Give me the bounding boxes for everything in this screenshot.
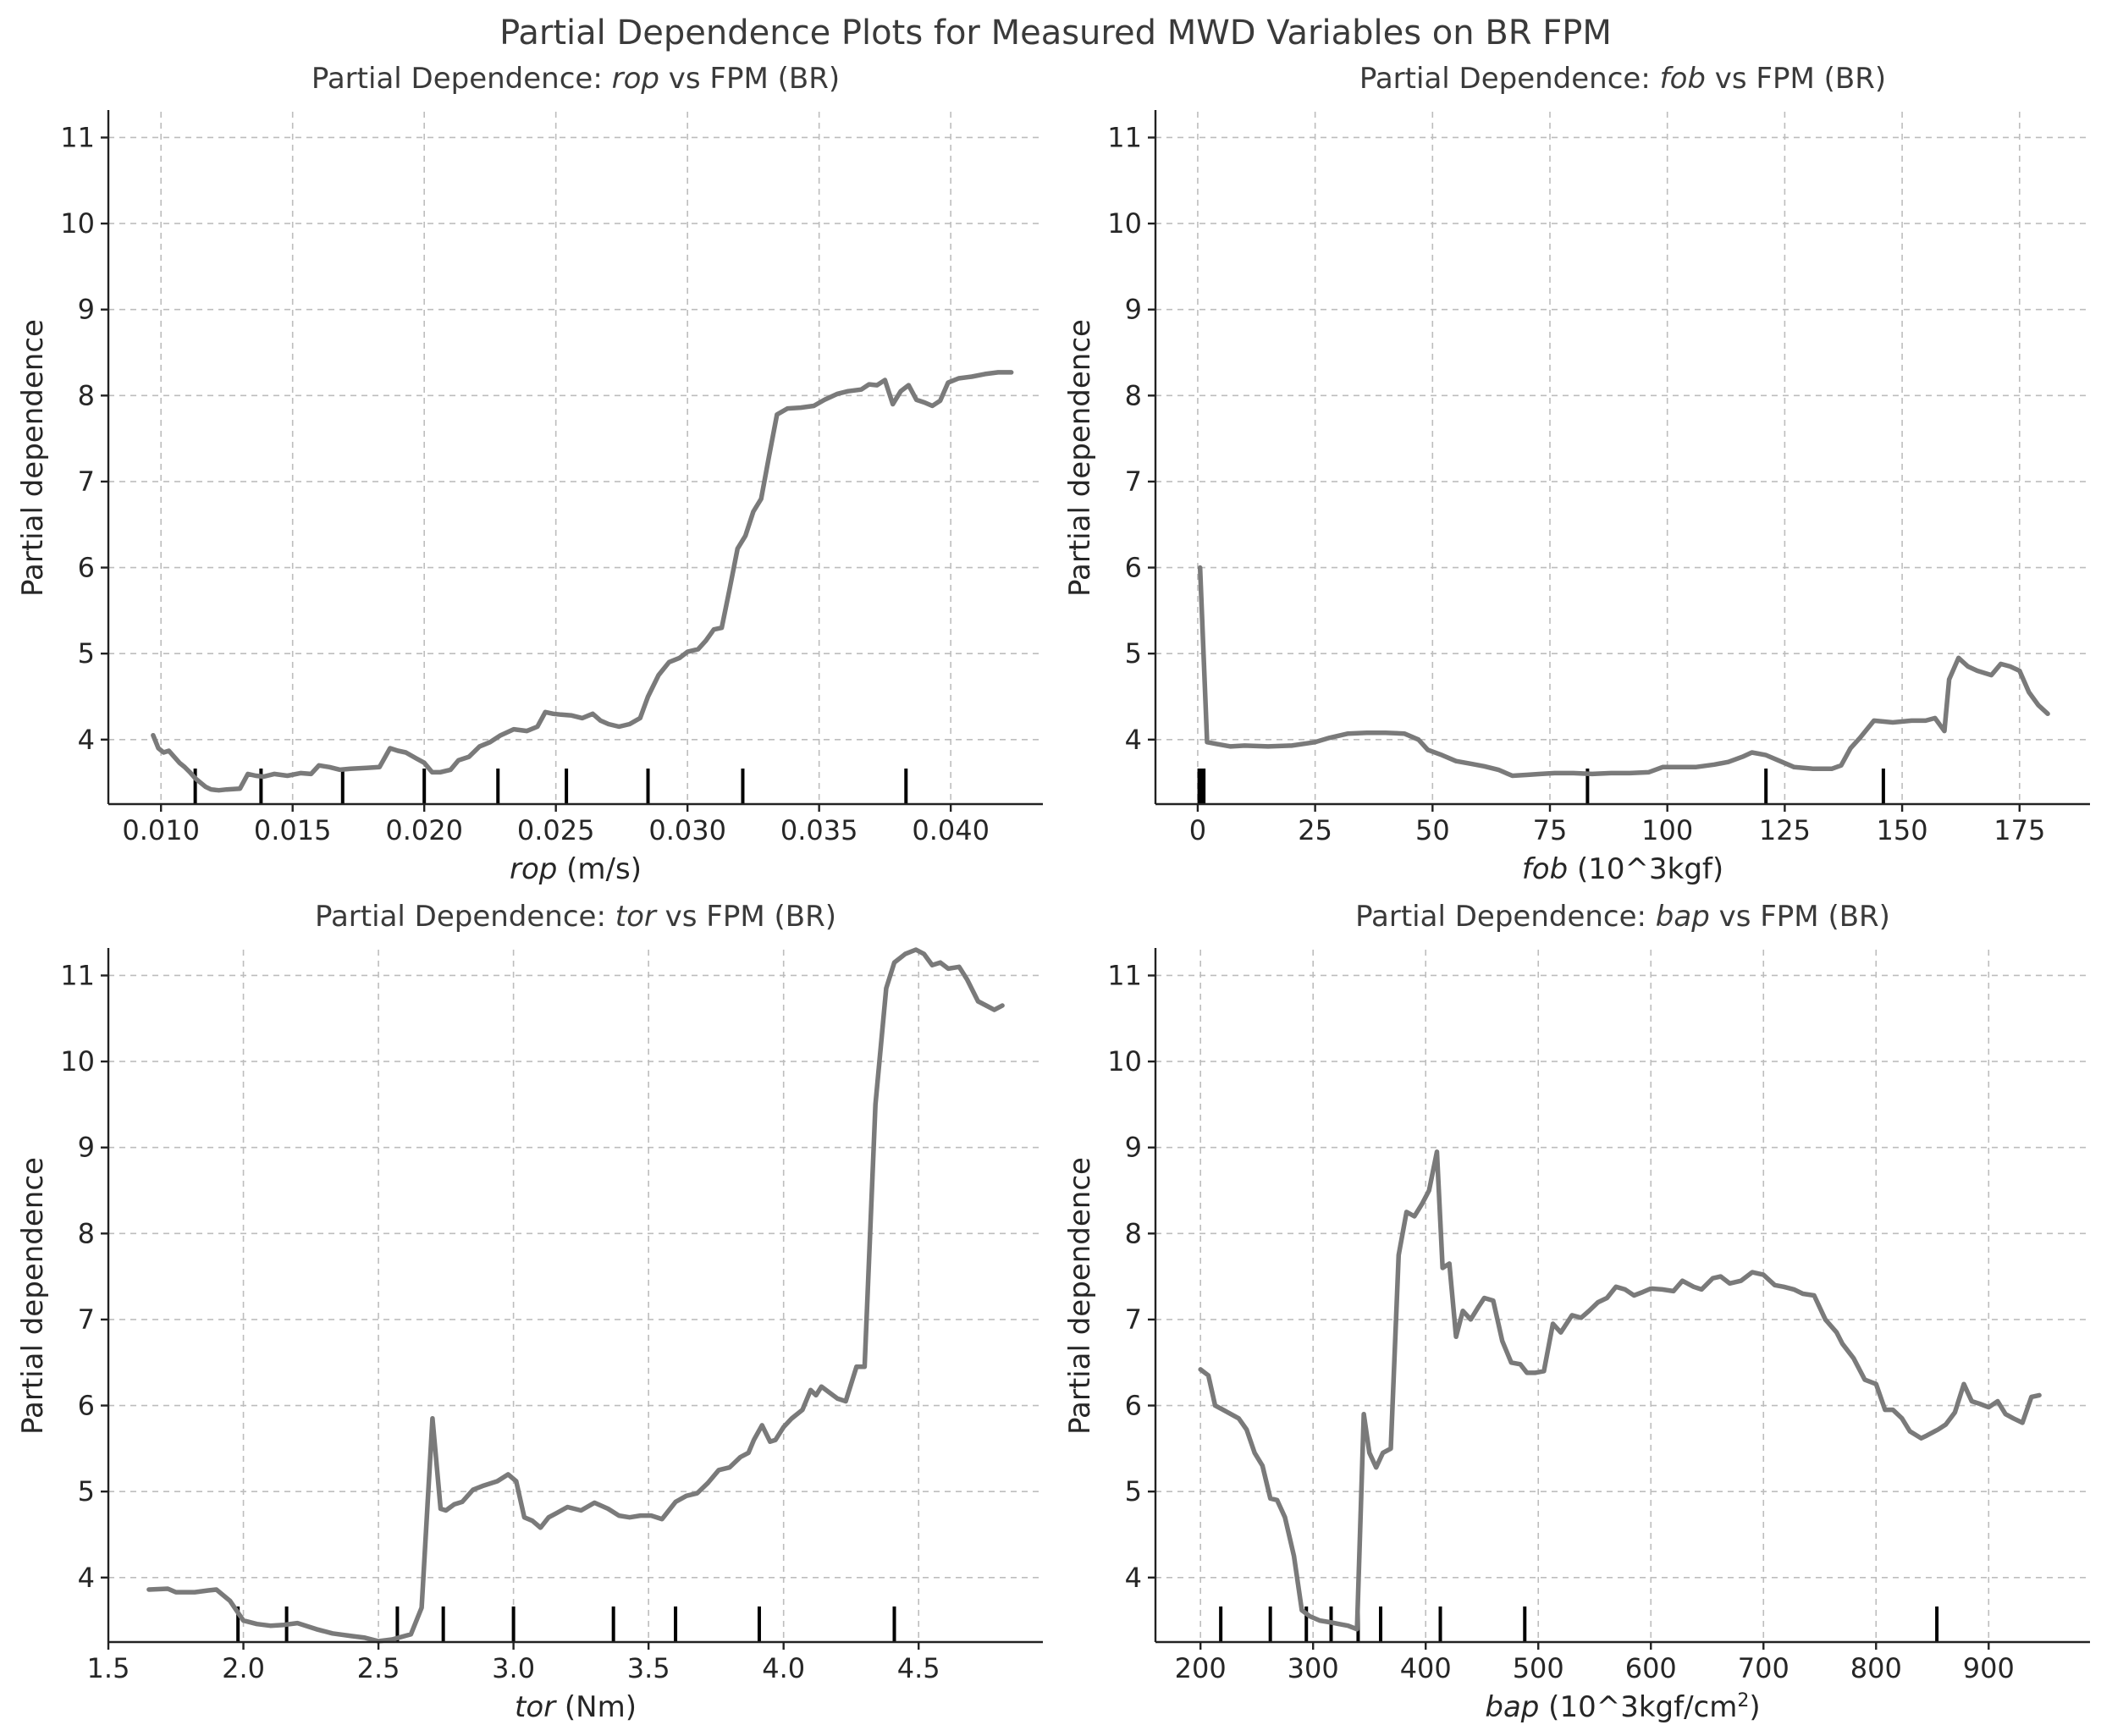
panel-rop: 0.010 0.015 0.020 0.025 0.030 0.035 0.040 4 5 6 7 8… bbox=[16, 62, 1043, 886]
y-tick-label: 8 bbox=[1125, 379, 1142, 411]
y-tick-label: 7 bbox=[1125, 466, 1142, 498]
y-tick-label: 7 bbox=[78, 1303, 95, 1336]
y-tick-label: 11 bbox=[1107, 959, 1142, 991]
partial-dependence-line bbox=[151, 370, 1014, 793]
y-tick-label: 8 bbox=[78, 379, 95, 411]
y-tick-label: 10 bbox=[60, 207, 95, 240]
y-tick-label: 11 bbox=[60, 959, 95, 991]
y-tick-label: 4 bbox=[78, 1562, 95, 1594]
y-axis-label: Partial dependence bbox=[16, 1157, 50, 1435]
y-tick-label: 8 bbox=[1125, 1217, 1142, 1249]
y-tick-label: 5 bbox=[78, 1475, 95, 1507]
y-tick-label: 11 bbox=[60, 121, 95, 153]
y-tick-label: 7 bbox=[1125, 1303, 1142, 1336]
panel-title: Partial Dependence: fob vs FPM (BR) bbox=[1359, 62, 1886, 96]
y-tick-label: 4 bbox=[1125, 1562, 1142, 1594]
y-tick-label: 8 bbox=[78, 1217, 95, 1249]
x-tick-label: 2.5 bbox=[357, 1652, 400, 1684]
y-tick-label: 5 bbox=[78, 637, 95, 670]
x-tick-label: 0.040 bbox=[912, 814, 990, 846]
x-tick-label: 1.5 bbox=[87, 1652, 130, 1684]
x-tick-label: 0.010 bbox=[122, 814, 200, 846]
x-tick-label: 0.025 bbox=[517, 814, 595, 846]
y-tick-label: 6 bbox=[78, 552, 95, 584]
y-tick-label: 10 bbox=[60, 1045, 95, 1077]
y-axis-label: Partial dependence bbox=[16, 319, 50, 597]
x-tick-label: 25 bbox=[1298, 814, 1332, 846]
x-tick-label: 75 bbox=[1533, 814, 1568, 846]
x-axis-label: fob (10^3kgf) bbox=[1522, 852, 1723, 886]
x-tick-label: 3.5 bbox=[627, 1652, 670, 1684]
y-tick-label: 4 bbox=[78, 724, 95, 756]
x-tick-label: 0.015 bbox=[254, 814, 332, 846]
x-tick-label: 4.5 bbox=[897, 1652, 940, 1684]
x-tick-label: 700 bbox=[1738, 1652, 1789, 1684]
x-tick-label: 175 bbox=[1993, 814, 2045, 846]
x-tick-label: 800 bbox=[1850, 1652, 1902, 1684]
y-tick-label: 7 bbox=[78, 466, 95, 498]
y-axis-label: Partial dependence bbox=[1063, 1157, 1097, 1435]
panel-tor: 1.5 2.0 2.5 3.0 3.5 4.0 4.5 4 5 6 7 8 9 10 11 Partial D… bbox=[16, 900, 1043, 1724]
x-tick-label: 300 bbox=[1288, 1652, 1339, 1684]
panel-fob: 0 25 50 75 100 125 150 175 4 5 6 7 8 9 10 11 Partial Dep… bbox=[1063, 62, 2090, 886]
x-axis-label: tor (Nm) bbox=[515, 1690, 637, 1724]
x-axis-label: bap (10^3kgf/cm2) bbox=[1485, 1690, 1760, 1725]
y-tick-label: 5 bbox=[1125, 637, 1142, 670]
x-tick-label: 50 bbox=[1415, 814, 1450, 846]
y-tick-label: 6 bbox=[78, 1390, 95, 1422]
partial-dependence-line bbox=[1198, 1149, 2042, 1632]
y-tick-label: 9 bbox=[1125, 1132, 1142, 1164]
panel-title: Partial Dependence: tor vs FPM (BR) bbox=[315, 900, 836, 934]
x-axis-label: rop (m/s) bbox=[510, 852, 642, 886]
x-tick-label: 4.0 bbox=[762, 1652, 805, 1684]
partial-dependence-line bbox=[146, 947, 1005, 1644]
y-axis-label: Partial dependence bbox=[1063, 319, 1097, 597]
x-tick-label: 200 bbox=[1175, 1652, 1227, 1684]
x-tick-label: 150 bbox=[1877, 814, 1928, 846]
y-tick-label: 6 bbox=[1125, 1390, 1142, 1422]
y-tick-label: 6 bbox=[1125, 552, 1142, 584]
x-tick-label: 125 bbox=[1759, 814, 1811, 846]
x-tick-label: 0.030 bbox=[648, 814, 726, 846]
x-tick-label: 0.020 bbox=[385, 814, 463, 846]
y-tick-label: 9 bbox=[78, 294, 95, 326]
x-tick-label: 2.0 bbox=[222, 1652, 265, 1684]
y-tick-label: 10 bbox=[1107, 207, 1142, 240]
y-tick-label: 11 bbox=[1107, 121, 1142, 153]
panel-title: Partial Dependence: bap vs FPM (BR) bbox=[1355, 900, 1890, 934]
x-tick-label: 100 bbox=[1641, 814, 1693, 846]
x-tick-label: 0.035 bbox=[780, 814, 858, 846]
panel-bap: 200 300 400 500 600 700 800 900 4 5 6 7 8 9 10 11 Partia… bbox=[1063, 900, 2090, 1724]
y-tick-label: 9 bbox=[1125, 294, 1142, 326]
x-tick-label: 0 bbox=[1189, 814, 1206, 846]
y-tick-label: 4 bbox=[1125, 724, 1142, 756]
y-tick-label: 5 bbox=[1125, 1475, 1142, 1507]
y-tick-label: 10 bbox=[1107, 1045, 1142, 1077]
figure-title: Partial Dependence Plots for Measured MW… bbox=[499, 14, 1612, 52]
panel-title: Partial Dependence: rop vs FPM (BR) bbox=[312, 62, 840, 96]
x-tick-label: 600 bbox=[1625, 1652, 1677, 1684]
x-tick-label: 3.0 bbox=[492, 1652, 535, 1684]
x-tick-label: 400 bbox=[1400, 1652, 1452, 1684]
x-tick-label: 900 bbox=[1963, 1652, 2015, 1684]
y-tick-label: 9 bbox=[78, 1132, 95, 1164]
partial-dependence-line bbox=[1197, 565, 2050, 779]
x-tick-label: 500 bbox=[1513, 1652, 1564, 1684]
